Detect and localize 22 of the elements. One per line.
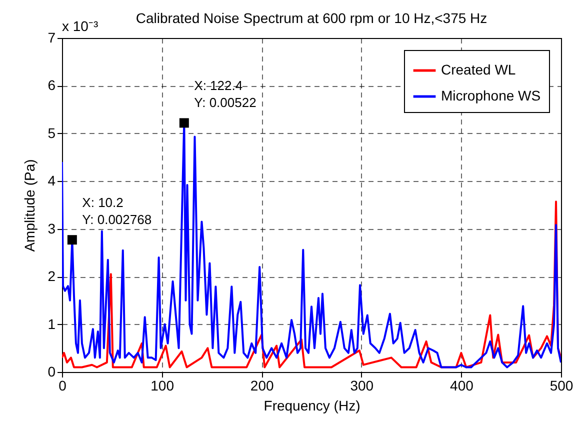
y-tick-label: 7: [48, 30, 56, 46]
y-tick-label: 3: [48, 220, 56, 236]
x-tick-label: 100: [150, 378, 174, 394]
y-tick-label: 1: [48, 316, 56, 332]
x-tick-label: 300: [350, 378, 374, 394]
y-tick-label: 4: [48, 172, 56, 189]
y-tick-label: 5: [48, 124, 56, 141]
legend-label: Microphone WS: [441, 88, 541, 104]
y-tick-label: 6: [48, 77, 56, 94]
y-axis-title: Amplitude (Pa): [22, 159, 38, 252]
x-tick-label: 400: [450, 378, 474, 394]
x-tick-label: 500: [550, 378, 574, 394]
annotation: X: 10.2 Y: 0.002768: [82, 194, 152, 227]
x-tick-label: 0: [58, 378, 67, 394]
y-tick-label: 2: [48, 268, 56, 284]
text: x 10⁻³: [62, 18, 98, 34]
legend-label: Created WL: [441, 62, 516, 78]
chart-title: Calibrated Noise Spectrum at 600 rpm or 10 Hz,<375 Hz: [136, 10, 488, 26]
y-tick-label: 0: [48, 364, 56, 380]
x-tick-label: 200: [250, 378, 274, 394]
x-axis-title: Frequency (Hz): [264, 398, 360, 414]
annotation: X: 122.4 Y: 0.00522: [194, 78, 256, 110]
